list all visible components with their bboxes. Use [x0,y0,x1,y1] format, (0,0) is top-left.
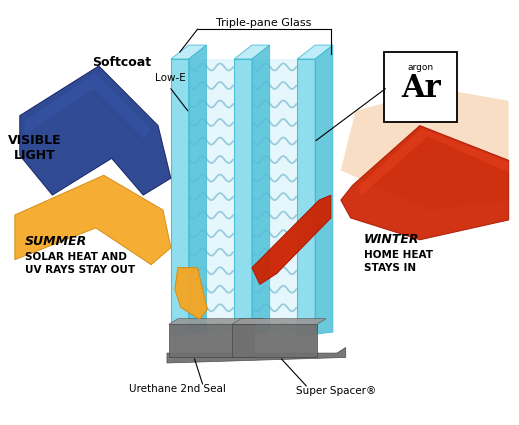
Polygon shape [171,59,189,334]
Polygon shape [297,45,333,59]
Polygon shape [252,195,331,284]
Text: SOLAR HEAT AND
UV RAYS STAY OUT: SOLAR HEAT AND UV RAYS STAY OUT [25,252,135,275]
Polygon shape [20,66,171,195]
Polygon shape [232,324,317,357]
Text: WINTER: WINTER [363,233,419,246]
Text: argon: argon [408,63,434,72]
Text: Super Spacer®: Super Spacer® [296,386,376,396]
Text: Softcoat: Softcoat [92,56,151,69]
Polygon shape [234,59,252,334]
Text: HOME HEAT
STAYS IN: HOME HEAT STAYS IN [363,250,432,272]
Polygon shape [297,59,315,334]
Polygon shape [15,175,171,265]
Polygon shape [169,324,254,357]
Polygon shape [315,45,333,334]
Polygon shape [341,89,509,210]
Text: Urethane 2nd Seal: Urethane 2nd Seal [129,384,226,394]
FancyBboxPatch shape [384,52,457,122]
Polygon shape [232,319,326,324]
Polygon shape [189,59,234,334]
Polygon shape [175,268,208,319]
Polygon shape [341,125,509,240]
Polygon shape [359,128,509,196]
Polygon shape [234,45,270,59]
Text: Low-E: Low-E [155,73,186,83]
Polygon shape [252,45,270,334]
Polygon shape [169,319,263,324]
Polygon shape [167,348,346,363]
Text: VISIBLE
LIGHT: VISIBLE LIGHT [8,134,61,162]
Text: Triple-pane Glass: Triple-pane Glass [216,18,311,28]
Polygon shape [171,45,207,59]
Polygon shape [25,73,151,139]
Text: Ar: Ar [401,73,441,104]
Polygon shape [252,59,297,334]
Text: SUMMER: SUMMER [25,235,87,248]
Polygon shape [189,45,207,334]
